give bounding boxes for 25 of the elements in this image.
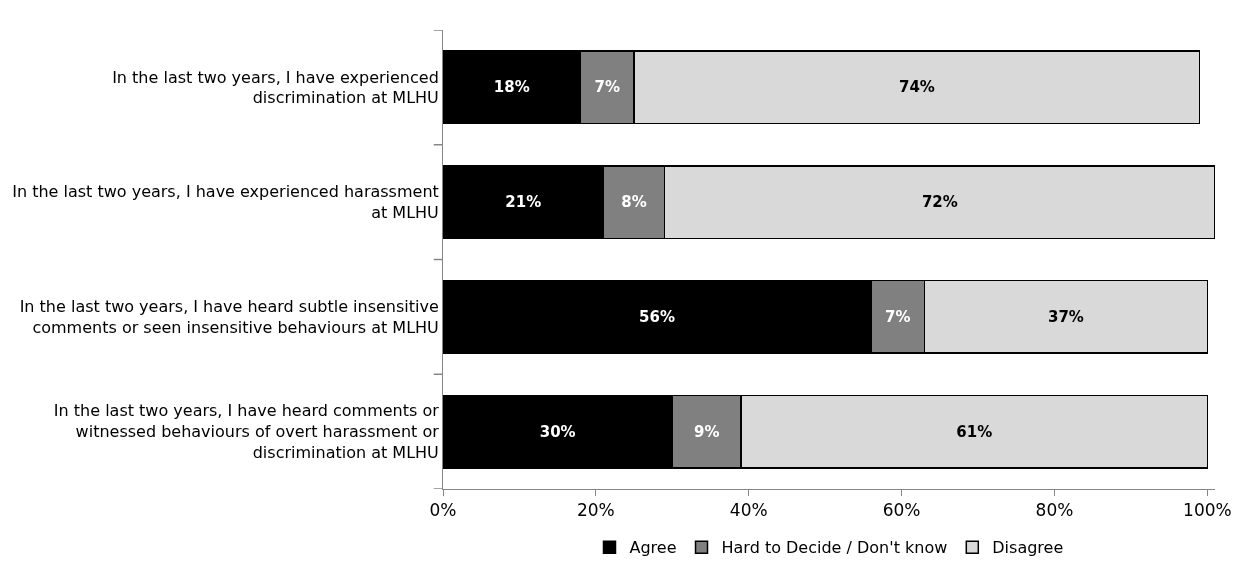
data-label: 74%: [898, 78, 935, 97]
legend-label: Agree: [629, 538, 677, 558]
x-tick-label: 60%: [882, 500, 921, 521]
x-tick-label: 40%: [729, 500, 768, 521]
x-tick-label: 20%: [576, 500, 615, 521]
x-tick-label: 100%: [1183, 500, 1232, 521]
data-label: 56%: [639, 307, 675, 326]
data-label: 7%: [594, 78, 621, 97]
y-tick-label: In the last two years, I have experienced harassment at MLHU: [12, 182, 439, 223]
y-tick-label: In the last two years, I have experienced discrimination at MLHU: [112, 67, 439, 108]
data-label: 72%: [921, 193, 958, 212]
y-tick-label: In the last two years, I have heard subtle insensitive comments or seen insensitive behaviours at MLHU: [19, 297, 439, 337]
data-label: 9%: [693, 422, 720, 441]
y-tick-label: In the last two years, I have heard comments or witnessed behaviours of overt harassment or discrimination at MLHU: [53, 401, 440, 463]
data-label: 7%: [885, 307, 911, 326]
data-label: 30%: [539, 422, 576, 441]
data-label: 61%: [956, 422, 993, 441]
data-label: 21%: [505, 193, 542, 212]
data-label: 18%: [493, 78, 530, 97]
x-tick-label: 80%: [1035, 500, 1074, 521]
legend-label: Hard to Decide / Don't know: [721, 538, 948, 558]
data-label: 37%: [1048, 307, 1084, 326]
x-tick-label: 0%: [429, 500, 457, 521]
legend-label: Disagree: [992, 538, 1064, 558]
data-label: 8%: [621, 193, 647, 212]
